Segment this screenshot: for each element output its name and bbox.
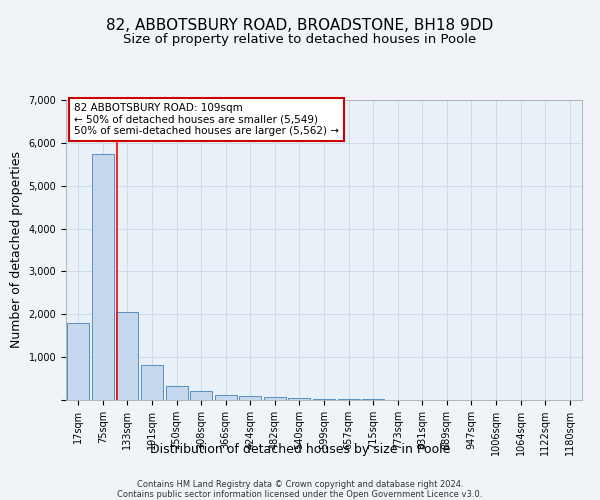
Bar [141,365,163,400]
Bar [92,154,114,400]
Bar [313,398,335,400]
Text: Size of property relative to detached houses in Poole: Size of property relative to detached ho… [124,32,476,46]
Text: 82, ABBOTSBURY ROAD, BROADSTONE, BH18 9DD: 82, ABBOTSBURY ROAD, BROADSTONE, BH18 9D… [106,18,494,32]
Bar [116,312,139,400]
Bar [166,386,188,400]
Text: Contains HM Land Registry data © Crown copyright and database right 2024.: Contains HM Land Registry data © Crown c… [137,480,463,489]
Y-axis label: Number of detached properties: Number of detached properties [10,152,23,348]
Bar [215,395,237,400]
Bar [264,396,286,400]
Bar [67,323,89,400]
Bar [239,396,262,400]
Bar [289,398,310,400]
Bar [190,392,212,400]
Text: 82 ABBOTSBURY ROAD: 109sqm
← 50% of detached houses are smaller (5,549)
50% of s: 82 ABBOTSBURY ROAD: 109sqm ← 50% of deta… [74,103,339,136]
Text: Distribution of detached houses by size in Poole: Distribution of detached houses by size … [150,442,450,456]
Bar [362,399,384,400]
Text: Contains public sector information licensed under the Open Government Licence v3: Contains public sector information licen… [118,490,482,499]
Bar [338,399,359,400]
